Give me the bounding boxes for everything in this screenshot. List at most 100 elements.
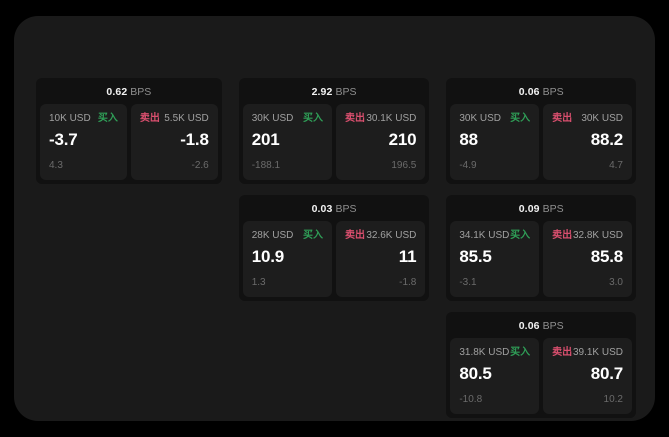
sell-delta-value: -1.8: [399, 277, 417, 288]
card-bps-header: 0.09 BPS: [450, 199, 632, 221]
sell-amount-label: 30.1K USD: [366, 113, 417, 124]
bps-unit-label: BPS: [335, 203, 357, 215]
bps-value: 2.92: [311, 86, 333, 98]
sell-amount-label: 39.1K USD: [572, 347, 623, 358]
bps-unit-label: BPS: [130, 86, 152, 98]
bps-value: 0.09: [518, 203, 540, 215]
sell-action-label: 卖出: [345, 113, 366, 124]
card-bps-header: 0.06 BPS: [450, 316, 632, 338]
bps-value: 0.03: [311, 203, 333, 215]
sell-delta-value: 10.2: [603, 394, 623, 405]
buy-price-value: 80.5: [459, 364, 492, 383]
sell-price-value: 88.2: [590, 130, 623, 149]
buy-side-header: 31.8K USD 买入: [459, 347, 530, 359]
card-bps-header: 0.06 BPS: [450, 82, 632, 104]
card-sides: 34.1K USD 买入 85.5 -3.1 卖出 32.8K USD 85.8 3.0: [450, 221, 632, 297]
sell-action-label: 卖出: [345, 230, 366, 241]
buy-action-label: 买入: [303, 230, 324, 241]
sell-action-label: 卖出: [552, 113, 573, 124]
sell-side-header: 卖出 30K USD: [552, 113, 623, 125]
sell-action-label: 卖出: [552, 347, 573, 358]
buy-price-value: 10.9: [251, 247, 284, 266]
card-bps-header: 0.62 BPS: [40, 82, 218, 104]
card-sides: 30K USD 买入 201 -188.1 卖出 30.1K USD 210 196.5: [242, 104, 426, 180]
sell-amount-label: 5.5K USD: [164, 113, 209, 124]
sell-price-value: -1.8: [180, 130, 209, 149]
buy-price-value: 88: [459, 130, 478, 149]
bps-value: 0.06: [518, 86, 540, 98]
sell-amount-label: 32.8K USD: [572, 230, 623, 241]
sell-price-value: 85.8: [590, 247, 623, 266]
sell-price-value: 11: [398, 247, 417, 266]
quote-card[interactable]: 0.03 BPS 28K USD 买入 10.9 1.3 卖出 32.6K USD 11 -1.8: [238, 195, 430, 301]
buy-amount-label: 34.1K USD: [459, 230, 510, 241]
buy-side-panel[interactable]: 30K USD 买入 201 -188.1: [242, 104, 333, 180]
bps-unit-label: BPS: [335, 86, 357, 98]
buy-amount-label: 30K USD: [459, 113, 502, 124]
quote-card[interactable]: 0.06 BPS 30K USD 买入 88 -4.9 卖出 30K USD 88.2 4.7: [446, 78, 636, 184]
buy-amount-label: 30K USD: [251, 113, 294, 124]
sell-price-value: 210: [388, 130, 417, 149]
bps-unit-label: BPS: [542, 86, 564, 98]
buy-side-header: 30K USD 买入: [252, 113, 323, 125]
buy-side-panel[interactable]: 10K USD 买入 -3.7 4.3: [40, 104, 127, 180]
quote-column: 0.06 BPS 30K USD 买入 88 -4.9 卖出 30K USD 88.2 4.7 0.…: [446, 78, 636, 418]
buy-delta-value: 4.3: [49, 160, 63, 171]
quote-board: 0.62 BPS 10K USD 买入 -3.7 4.3 卖出 5.5K USD -1.8 -2.…: [36, 78, 636, 418]
buy-delta-value: 1.3: [251, 277, 266, 288]
buy-amount-label: 31.8K USD: [459, 347, 510, 358]
buy-delta-value: -10.8: [459, 394, 483, 405]
quote-card[interactable]: 0.09 BPS 34.1K USD 买入 85.5 -3.1 卖出 32.8K USD 85.…: [446, 195, 636, 301]
sell-side-header: 卖出 39.1K USD: [552, 347, 623, 359]
buy-side-panel[interactable]: 34.1K USD 买入 85.5 -3.1: [450, 221, 540, 297]
quote-column: 2.92 BPS 30K USD 买入 201 -188.1 卖出 30.1K USD 210 1…: [238, 78, 430, 301]
sell-delta-value: 4.7: [609, 160, 623, 171]
sell-side-header: 卖出 30.1K USD: [345, 113, 416, 125]
buy-delta-value: -3.1: [459, 277, 477, 288]
buy-action-label: 买入: [303, 113, 324, 124]
sell-side-panel[interactable]: 卖出 30.1K USD 210 196.5: [336, 104, 426, 180]
buy-side-header: 34.1K USD 买入: [459, 230, 530, 242]
sell-side-panel[interactable]: 卖出 32.8K USD 85.8 3.0: [543, 221, 632, 297]
sell-side-panel[interactable]: 卖出 39.1K USD 80.7 10.2: [543, 338, 632, 414]
quote-card[interactable]: 0.62 BPS 10K USD 买入 -3.7 4.3 卖出 5.5K USD -1.8 -2.…: [36, 78, 222, 184]
buy-amount-label: 10K USD: [49, 113, 91, 124]
buy-side-header: 28K USD 买入: [252, 230, 323, 242]
buy-delta-value: -4.9: [459, 160, 477, 171]
buy-price-value: -3.7: [49, 130, 78, 149]
sell-side-panel[interactable]: 卖出 32.6K USD 11 -1.8: [336, 221, 426, 297]
sell-delta-value: 3.0: [609, 277, 623, 288]
bps-value: 0.62: [106, 86, 128, 98]
buy-side-panel[interactable]: 31.8K USD 买入 80.5 -10.8: [450, 338, 540, 414]
buy-side-panel[interactable]: 28K USD 买入 10.9 1.3: [242, 221, 333, 297]
buy-action-label: 买入: [510, 113, 531, 124]
quote-card[interactable]: 0.06 BPS 31.8K USD 买入 80.5 -10.8 卖出 39.1K USD 80…: [446, 312, 636, 418]
buy-price-value: 85.5: [459, 247, 492, 266]
sell-action-label: 卖出: [139, 113, 160, 124]
bps-value: 0.06: [518, 320, 540, 332]
quote-card[interactable]: 2.92 BPS 30K USD 买入 201 -188.1 卖出 30.1K USD 210 1…: [238, 78, 430, 184]
buy-side-panel[interactable]: 30K USD 买入 88 -4.9: [450, 104, 540, 180]
card-bps-header: 0.03 BPS: [243, 199, 426, 221]
buy-side-header: 10K USD 买入: [49, 113, 118, 125]
sell-side-panel[interactable]: 卖出 30K USD 88.2 4.7: [543, 104, 632, 180]
card-sides: 31.8K USD 买入 80.5 -10.8 卖出 39.1K USD 80.7 10.2: [450, 338, 632, 414]
sell-side-header: 卖出 32.6K USD: [345, 230, 416, 242]
buy-action-label: 买入: [510, 347, 531, 358]
buy-action-label: 买入: [97, 113, 118, 124]
sell-amount-label: 30K USD: [581, 113, 623, 124]
sell-delta-value: 196.5: [391, 160, 417, 171]
sell-side-panel[interactable]: 卖出 5.5K USD -1.8 -2.6: [130, 104, 218, 180]
buy-side-header: 30K USD 买入: [459, 113, 530, 125]
buy-delta-value: -188.1: [251, 160, 281, 171]
card-sides: 28K USD 买入 10.9 1.3 卖出 32.6K USD 11 -1.8: [242, 221, 426, 297]
buy-price-value: 201: [251, 130, 280, 149]
sell-side-header: 卖出 32.8K USD: [552, 230, 623, 242]
sell-price-value: 80.7: [590, 364, 623, 383]
sell-amount-label: 32.6K USD: [366, 230, 417, 241]
sell-action-label: 卖出: [552, 230, 573, 241]
sell-delta-value: -2.6: [191, 160, 209, 171]
card-bps-header: 2.92 BPS: [243, 82, 426, 104]
bps-unit-label: BPS: [542, 320, 564, 332]
